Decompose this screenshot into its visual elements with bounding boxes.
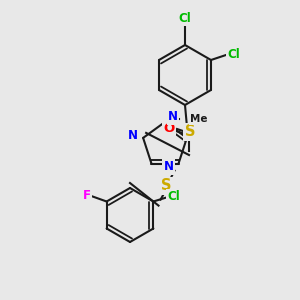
Text: Cl: Cl — [167, 190, 180, 203]
Text: N: N — [128, 129, 138, 142]
Text: O: O — [164, 122, 175, 134]
Text: N: N — [164, 160, 173, 173]
Text: Cl: Cl — [227, 47, 240, 61]
Text: Me: Me — [190, 114, 208, 124]
Text: Cl: Cl — [178, 12, 191, 25]
Text: N: N — [168, 110, 178, 124]
Text: S: S — [185, 124, 195, 140]
Text: F: F — [82, 189, 91, 202]
Text: S: S — [161, 178, 172, 193]
